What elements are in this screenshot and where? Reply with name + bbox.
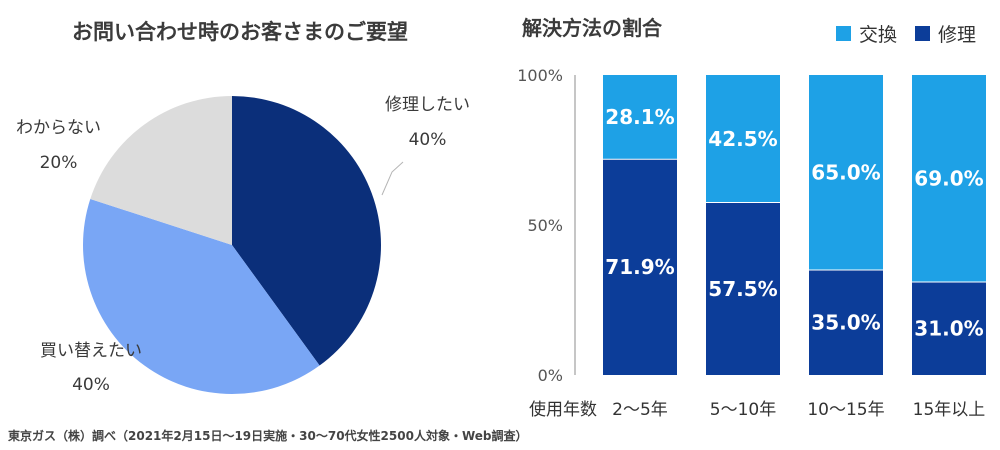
- bar-replace: [809, 75, 883, 270]
- bar-label-repair: 57.5%: [708, 277, 777, 301]
- y-tick-label: 0%: [538, 366, 563, 385]
- bar-label-replace: 65.0%: [811, 161, 880, 185]
- y-tick-label: 50%: [527, 216, 563, 235]
- legend-swatch-repair: [915, 26, 931, 41]
- legend-item-replace: 交換: [836, 20, 897, 47]
- bar-label-replace: 42.5%: [708, 127, 777, 151]
- bar-chart: 0% 50% 100% 使用年数 71.9% 28.1% 2〜5年 57.5% 42.5% 5〜1…: [517, 66, 986, 420]
- pie-label-replace-text: 買い替えたい: [40, 341, 142, 361]
- bar-replace: [603, 75, 677, 160]
- pie-label-repair-value: 40%: [408, 130, 447, 150]
- pie-chart-title: お問い合わせ時のお客さまのご要望: [72, 20, 408, 44]
- x-category-label: 10〜15年: [807, 400, 884, 420]
- legend-label-repair: 修理: [938, 24, 977, 46]
- pie-slice-replace: [83, 198, 320, 394]
- legend-label-replace: 交換: [859, 24, 898, 46]
- pie-label-replace-value: 40%: [72, 375, 110, 395]
- legend-item-repair: 修理: [915, 20, 976, 47]
- y-tick-label: 100%: [517, 66, 563, 85]
- bar-replace: [912, 75, 986, 282]
- bar-replace: [706, 75, 780, 203]
- bar-repair: [603, 159, 677, 375]
- bar-repair: [809, 270, 883, 375]
- pie-slice-repair: [232, 96, 381, 366]
- pie-slice-unknown: [90, 96, 233, 245]
- pie-label-repair-text: 修理したい: [385, 95, 470, 115]
- bar-label-repair: 35.0%: [811, 311, 880, 335]
- source-note: 東京ガス（株）調べ（2021年2月15日〜19日実施・30〜70代女性2500人…: [8, 429, 528, 443]
- x-category-label: 5〜10年: [710, 400, 776, 420]
- pie-label-repair: 修理したい 40%: [385, 97, 470, 149]
- pie-label-unknown-text: わからない: [16, 118, 101, 138]
- pie-chart: [83, 96, 404, 394]
- bar-chart-title: 解決方法の割合: [522, 16, 662, 40]
- pie-label-replace: 買い替えたい 40%: [40, 343, 142, 394]
- bar-repair: [706, 202, 780, 375]
- bar-chart-legend: 交換 修理: [818, 20, 976, 47]
- x-axis-title: 使用年数: [529, 399, 597, 420]
- pie-leader-line: [381, 161, 404, 196]
- bar-label-repair: 71.9%: [605, 255, 674, 279]
- bar-label-replace: 69.0%: [914, 167, 983, 191]
- legend-swatch-replace: [836, 26, 851, 41]
- bar-label-repair: 31.0%: [914, 317, 983, 341]
- pie-label-unknown-value: 20%: [39, 153, 78, 173]
- x-category-label: 15年以上: [913, 400, 986, 420]
- pie-label-unknown: わからない 20%: [16, 120, 101, 172]
- bar-repair: [912, 282, 986, 375]
- x-category-label: 2〜5年: [612, 400, 668, 420]
- bar-label-replace: 28.1%: [605, 105, 674, 129]
